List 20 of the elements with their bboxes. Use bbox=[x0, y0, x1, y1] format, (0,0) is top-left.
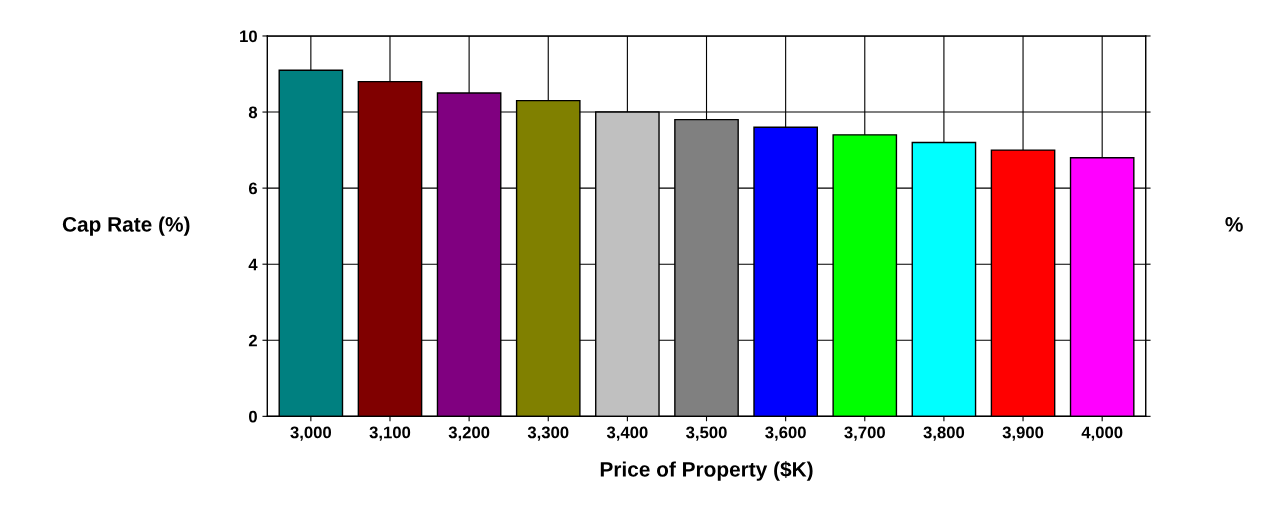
x-axis-title: Price of Property ($K) bbox=[600, 461, 813, 481]
y-tick-label: 10 bbox=[240, 30, 257, 43]
y-axis-title: Cap Rate (%) bbox=[62, 216, 190, 236]
x-tick-label: 3,200 bbox=[448, 426, 490, 441]
x-tick-label: 3,300 bbox=[527, 426, 569, 441]
x-tick-label: 3,500 bbox=[686, 426, 727, 441]
x-tick-label: 3,400 bbox=[606, 426, 648, 441]
x-tick-label: 3,700 bbox=[844, 426, 885, 441]
x-tick-label: 4,000 bbox=[1081, 426, 1123, 441]
x-tick-label: 3,800 bbox=[923, 426, 965, 441]
y-tick-label: 0 bbox=[249, 410, 257, 423]
x-tick-label: 3,000 bbox=[290, 426, 332, 441]
y2-axis-title: % bbox=[1225, 217, 1243, 232]
x-tick-label: 3,900 bbox=[1002, 426, 1044, 441]
y-tick-label: 6 bbox=[248, 182, 258, 195]
y-tick-label: 8 bbox=[248, 106, 258, 119]
y-tick-label: 2 bbox=[248, 334, 257, 347]
x-tick-label: 3,100 bbox=[369, 426, 411, 441]
y-tick-label: 4 bbox=[248, 258, 258, 271]
x-tick-label: 3,600 bbox=[765, 426, 806, 441]
